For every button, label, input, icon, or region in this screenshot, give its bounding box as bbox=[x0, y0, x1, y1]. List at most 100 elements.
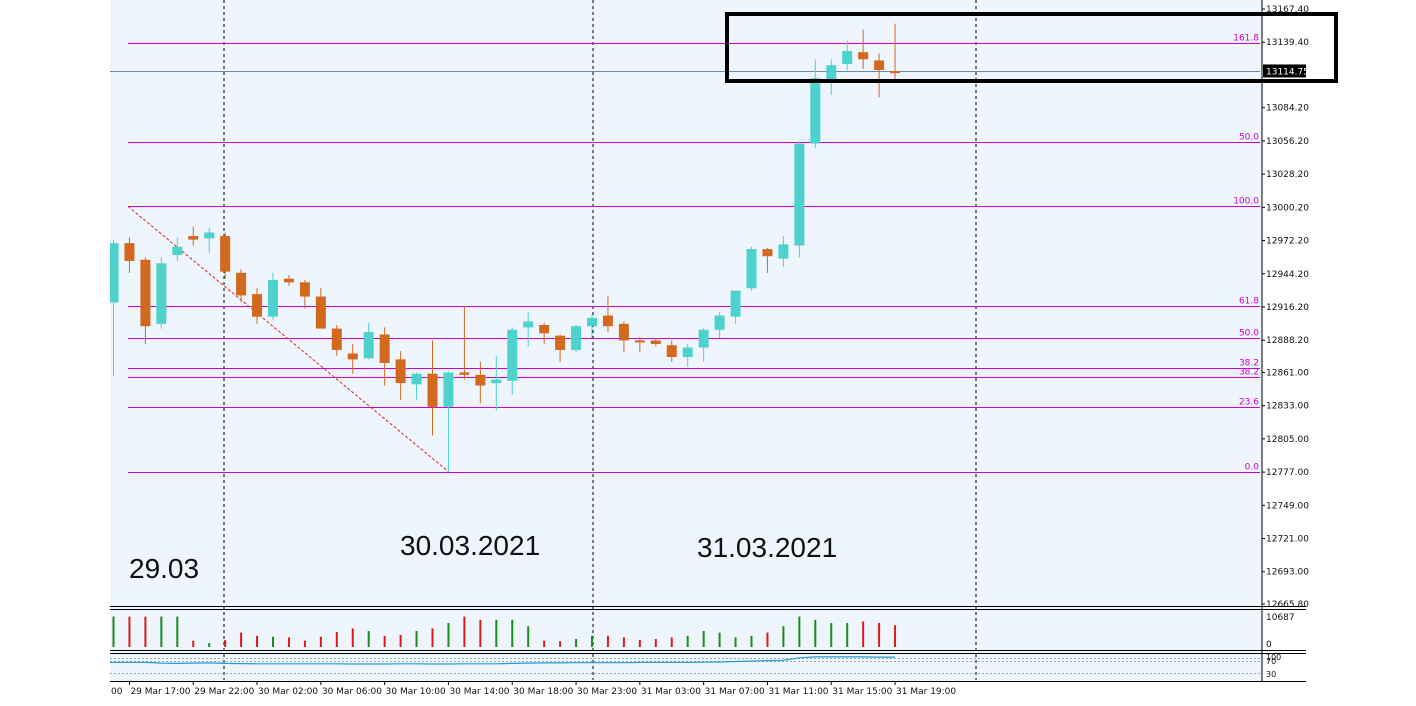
candle bbox=[283, 275, 294, 286]
date-annotation: 30.03.2021 bbox=[400, 530, 540, 561]
candle-body bbox=[682, 347, 693, 358]
price-tick-label: 12749.00 bbox=[1266, 501, 1309, 511]
chart-background bbox=[110, 0, 1306, 701]
candle-body bbox=[188, 236, 199, 240]
candle bbox=[555, 334, 566, 362]
candle bbox=[587, 314, 597, 339]
candle-body bbox=[539, 325, 550, 334]
fib-level-label: 100.0 bbox=[1233, 197, 1259, 207]
time-tick-label: 00 bbox=[111, 687, 123, 697]
candle bbox=[571, 325, 582, 353]
volume-panel: 10687 0 bbox=[110, 606, 1306, 654]
fib-level-label: 23.6 bbox=[1239, 398, 1259, 408]
candle bbox=[794, 141, 805, 258]
time-axis: 00 29 Mar 17:00 29 Mar 22:00 30 Mar 02:00 30… bbox=[110, 681, 1306, 701]
candle-body bbox=[698, 329, 709, 348]
candle bbox=[411, 372, 422, 400]
candle bbox=[299, 279, 310, 309]
candle bbox=[730, 290, 741, 324]
time-tick-label: 30 Mar 06:00 bbox=[322, 687, 382, 697]
time-tick-label: 31 Mar 03:00 bbox=[641, 687, 701, 697]
candle bbox=[666, 340, 677, 362]
price-tick-label: 13028.20 bbox=[1266, 170, 1309, 180]
candle bbox=[539, 322, 550, 344]
candle-body bbox=[858, 52, 869, 60]
candle-body bbox=[523, 321, 534, 328]
candle-body bbox=[395, 359, 406, 384]
candle bbox=[698, 328, 709, 362]
price-tick-label: 12972.20 bbox=[1266, 237, 1309, 247]
candle bbox=[315, 288, 326, 329]
candle bbox=[778, 236, 789, 267]
candle-body bbox=[475, 374, 486, 386]
time-tick-label: 31 Mar 15:00 bbox=[832, 687, 892, 697]
price-tick-label: 12665.80 bbox=[1266, 600, 1309, 610]
candle bbox=[331, 325, 342, 356]
candle bbox=[236, 269, 247, 303]
candle bbox=[347, 343, 358, 374]
candle bbox=[874, 53, 885, 98]
candle-body bbox=[491, 379, 502, 384]
candle bbox=[842, 40, 853, 70]
candle-body bbox=[714, 315, 725, 330]
candle-body bbox=[762, 249, 773, 257]
candle bbox=[602, 296, 613, 333]
time-tick-label: 30 Mar 02:00 bbox=[258, 687, 318, 697]
candle bbox=[826, 59, 837, 95]
candle-body bbox=[602, 315, 613, 327]
candle bbox=[443, 371, 454, 473]
price-tick-label: 12916.20 bbox=[1266, 303, 1309, 313]
candle-body bbox=[555, 335, 566, 350]
candle bbox=[110, 239, 119, 377]
time-tick-label: 31 Mar 19:00 bbox=[896, 687, 956, 697]
current-price-label: 13114.75 bbox=[1266, 67, 1309, 77]
candle-body bbox=[363, 332, 374, 359]
candle-body bbox=[299, 282, 310, 297]
candle bbox=[858, 29, 869, 69]
candle bbox=[204, 227, 215, 253]
fib-level-label: 38.2 bbox=[1239, 359, 1259, 369]
candle bbox=[634, 336, 645, 353]
candle bbox=[475, 361, 486, 404]
candle bbox=[188, 226, 199, 246]
candle-body bbox=[746, 249, 757, 289]
highlight-box bbox=[725, 12, 1338, 83]
time-axis-background bbox=[110, 681, 1306, 701]
candle-body bbox=[778, 244, 789, 259]
candle-body bbox=[650, 340, 661, 344]
time-tick-label: 30 Mar 10:00 bbox=[386, 687, 446, 697]
fib-level-label: 0.0 bbox=[1245, 463, 1260, 473]
price-tick-label: 13167.40 bbox=[1266, 5, 1309, 15]
fib-retracement-line bbox=[127, 205, 450, 473]
candle bbox=[220, 232, 231, 279]
oscillator-level-label: 100 bbox=[1266, 653, 1281, 662]
candle bbox=[650, 338, 661, 347]
price-tick-label: 12833.00 bbox=[1266, 402, 1309, 412]
candle-body bbox=[618, 323, 629, 341]
oscillator-line bbox=[110, 656, 895, 665]
oscillator-level-label: 30 bbox=[1266, 670, 1276, 679]
volume-max-label: 10687 bbox=[1266, 613, 1295, 623]
candle bbox=[140, 257, 151, 344]
price-tick-label: 12888.20 bbox=[1266, 336, 1309, 346]
candle bbox=[810, 59, 821, 149]
candle bbox=[268, 272, 278, 321]
price-axis-background bbox=[1262, 0, 1306, 688]
candle-body bbox=[810, 78, 821, 144]
time-tick-label: 30 Mar 14:00 bbox=[449, 687, 509, 697]
price-tick-label: 12944.20 bbox=[1266, 270, 1309, 280]
candle-body bbox=[459, 372, 470, 375]
candle bbox=[172, 237, 183, 261]
candle-body bbox=[587, 317, 597, 327]
price-tick-label: 12805.00 bbox=[1266, 435, 1309, 445]
price-tick-label: 12777.00 bbox=[1266, 468, 1309, 478]
price-tick-label: 13084.20 bbox=[1266, 104, 1309, 114]
period-separators bbox=[223, 0, 977, 680]
candle bbox=[427, 340, 438, 436]
candle bbox=[714, 311, 725, 339]
volume-min-label: 0 bbox=[1266, 640, 1272, 650]
candle-body bbox=[379, 334, 390, 363]
fib-level-label: 50.0 bbox=[1239, 133, 1259, 143]
